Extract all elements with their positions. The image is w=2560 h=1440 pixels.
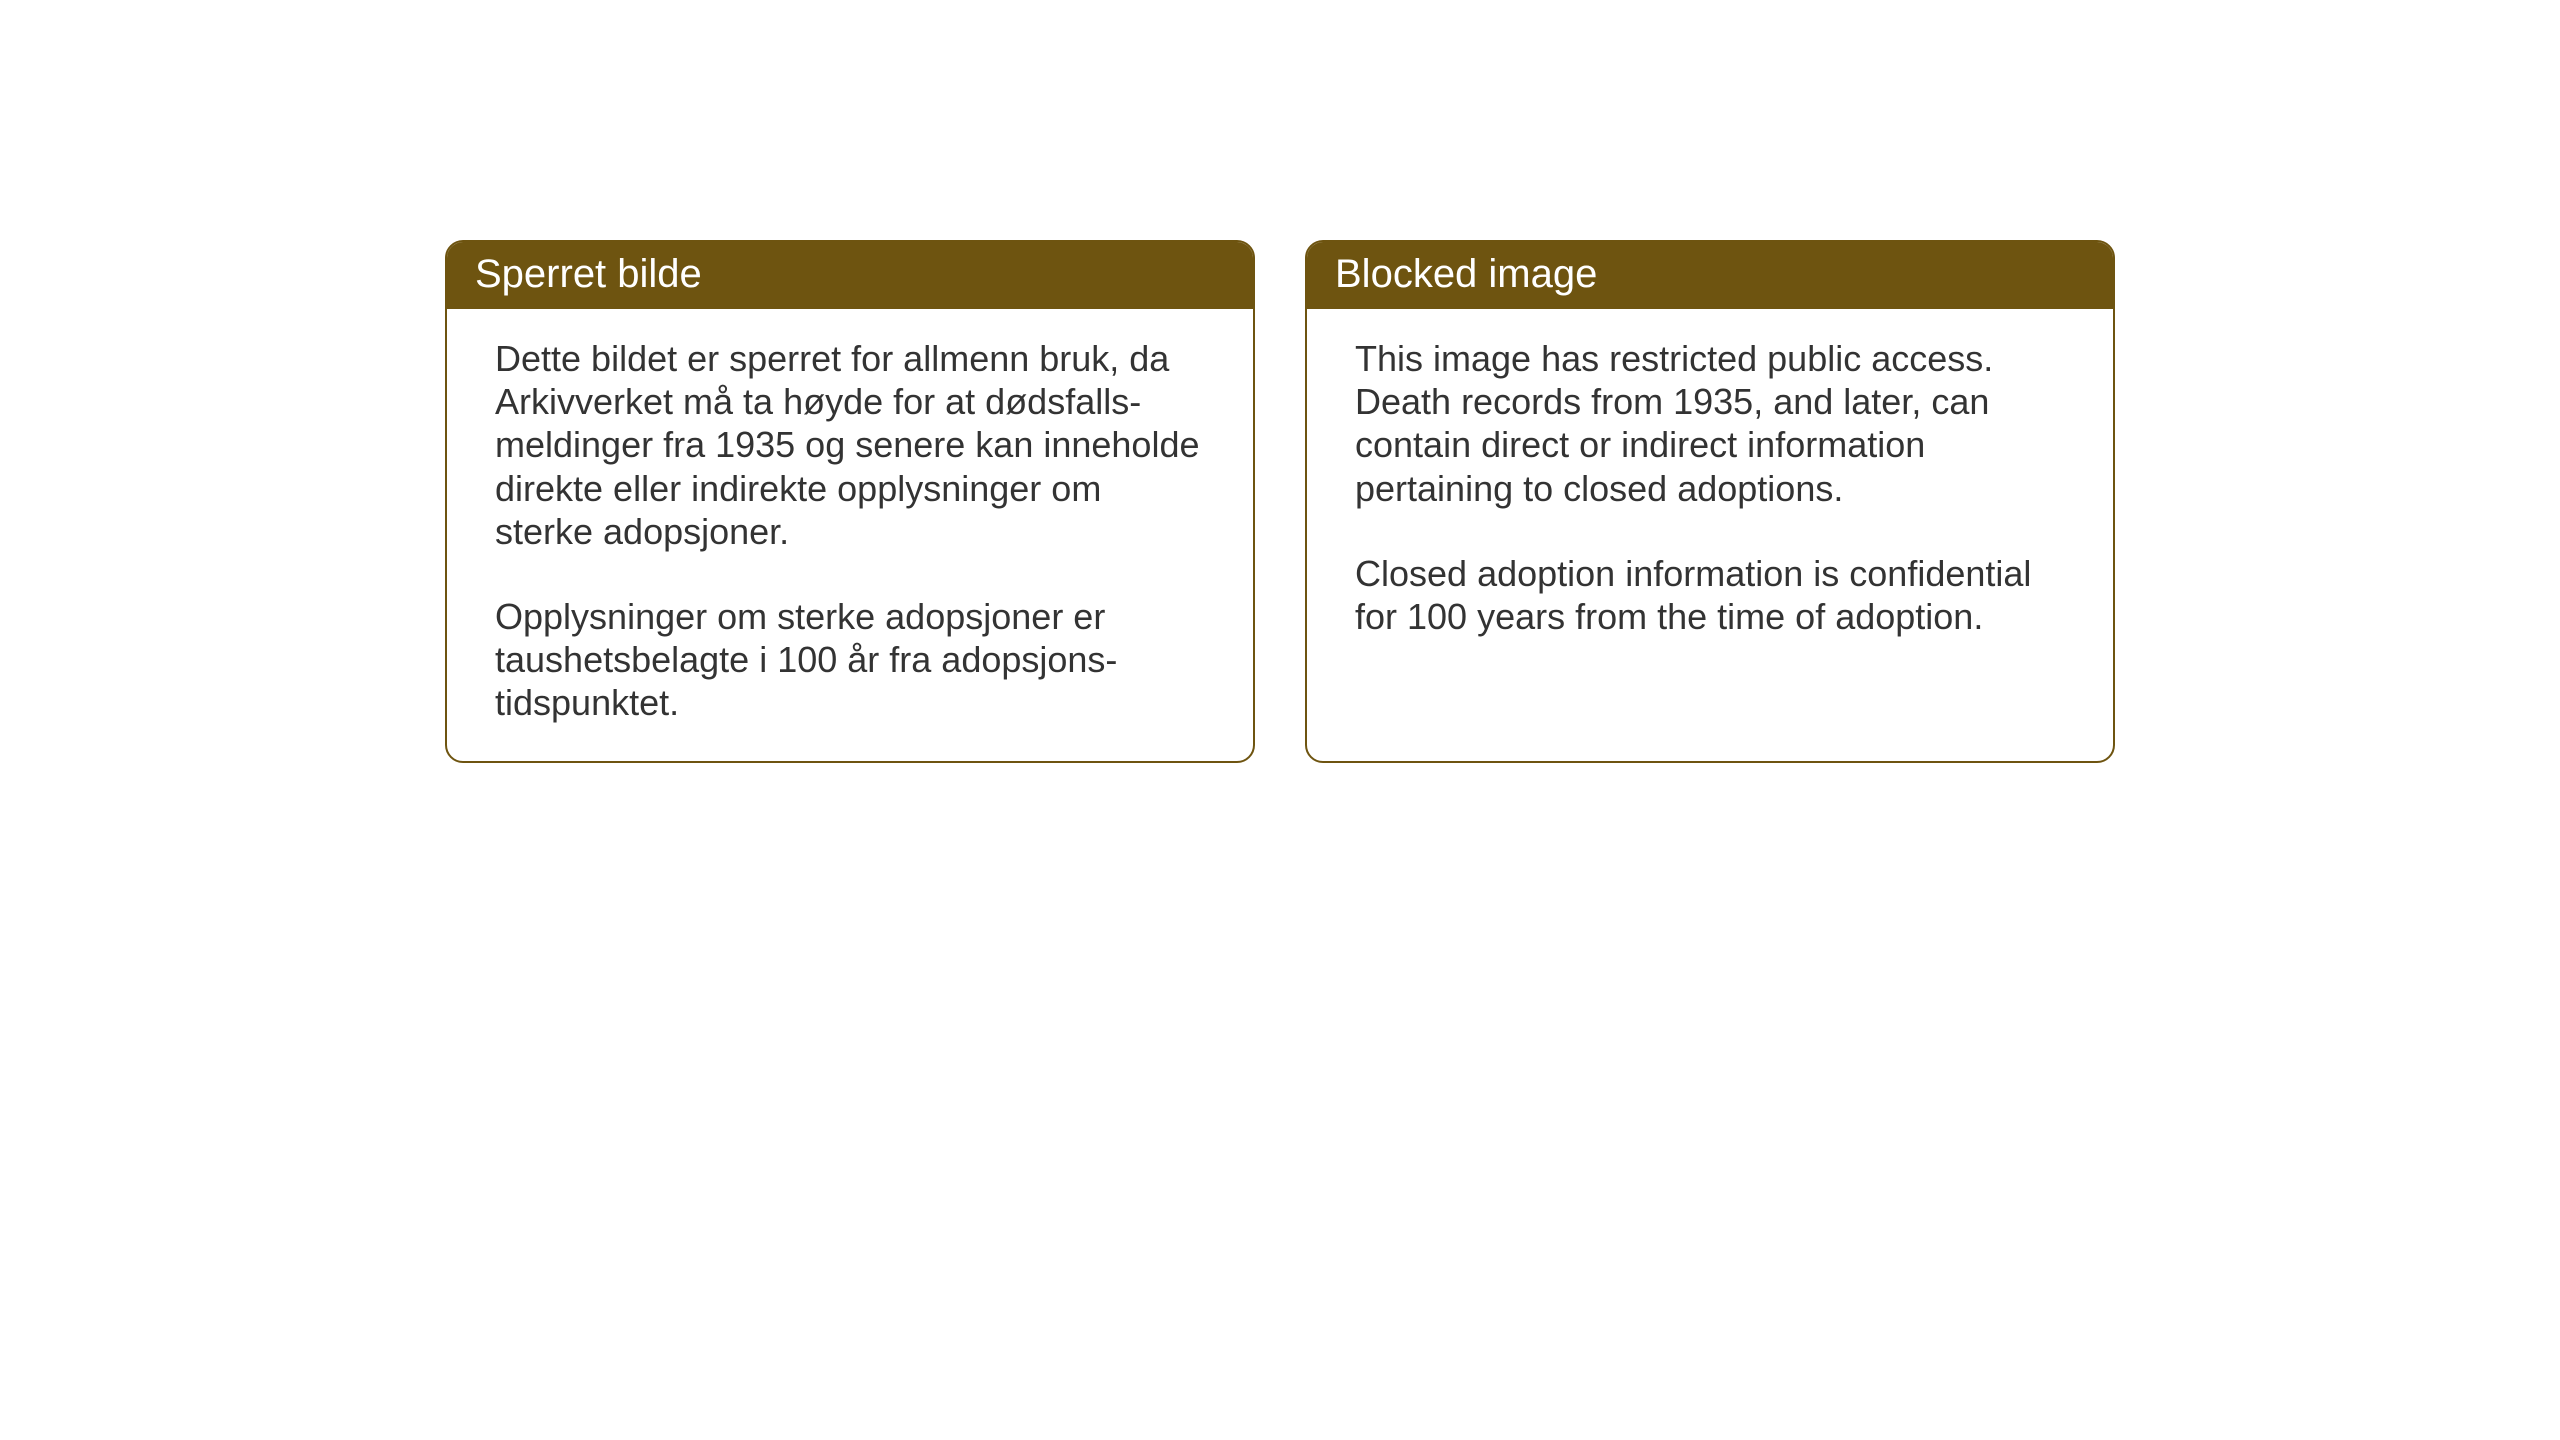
card-header-english: Blocked image xyxy=(1307,242,2113,309)
notice-container: Sperret bilde Dette bildet er sperret fo… xyxy=(445,240,2115,763)
card-body-english: This image has restricted public access.… xyxy=(1307,309,2113,749)
notice-card-english: Blocked image This image has restricted … xyxy=(1305,240,2115,763)
card-paragraph: This image has restricted public access.… xyxy=(1355,337,2065,510)
card-header-norwegian: Sperret bilde xyxy=(447,242,1253,309)
card-paragraph: Opplysninger om sterke adopsjoner er tau… xyxy=(495,595,1205,725)
card-body-norwegian: Dette bildet er sperret for allmenn bruk… xyxy=(447,309,1253,761)
card-title: Sperret bilde xyxy=(475,252,702,296)
card-paragraph: Closed adoption information is confident… xyxy=(1355,552,2065,638)
notice-card-norwegian: Sperret bilde Dette bildet er sperret fo… xyxy=(445,240,1255,763)
card-paragraph: Dette bildet er sperret for allmenn bruk… xyxy=(495,337,1205,553)
card-title: Blocked image xyxy=(1335,252,1597,296)
